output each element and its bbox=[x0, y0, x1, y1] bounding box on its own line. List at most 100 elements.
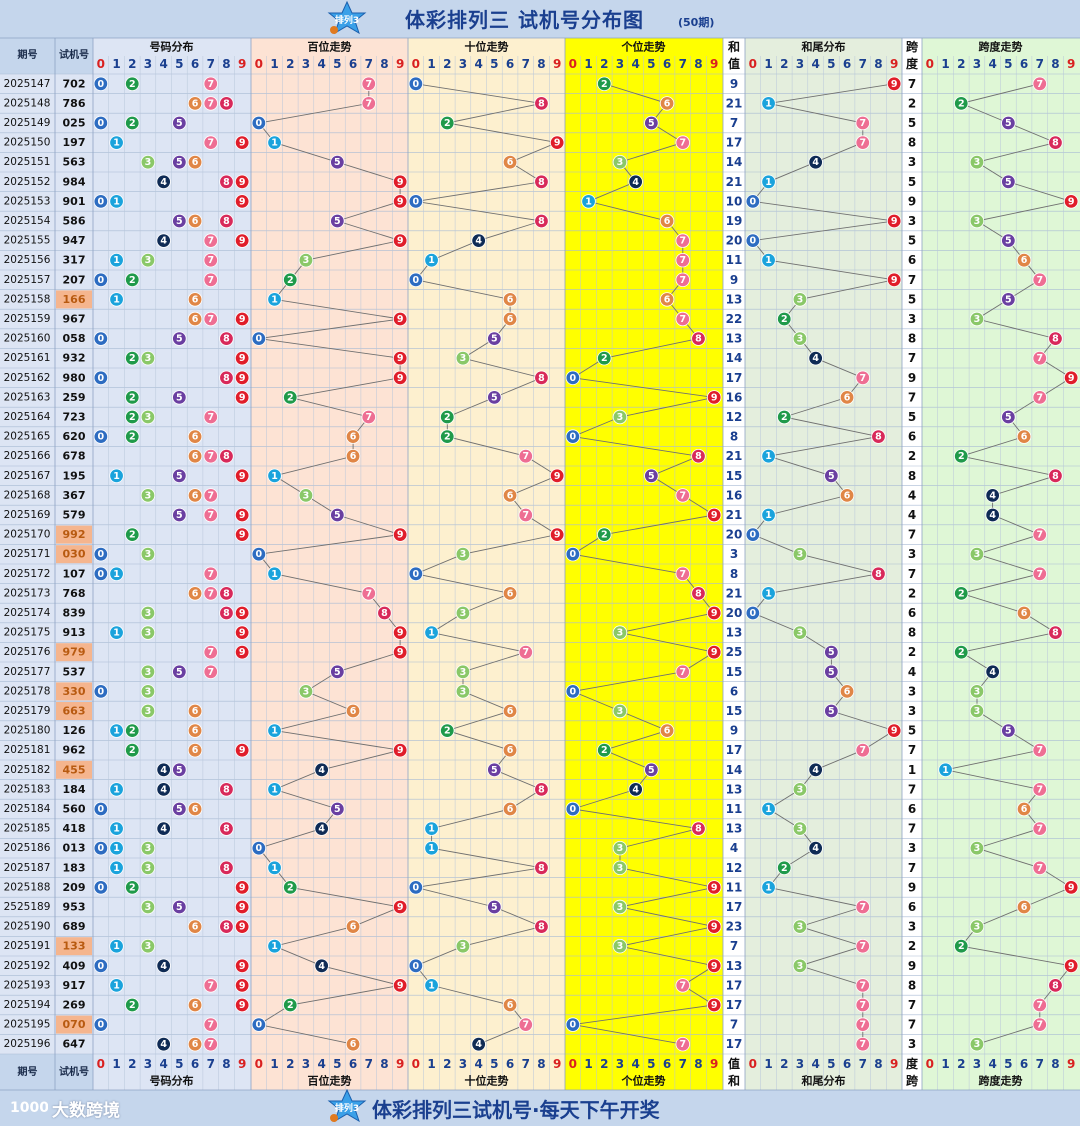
sumtail-ball bbox=[745, 605, 761, 621]
sumtail-ball bbox=[777, 860, 792, 876]
tens-ball-label: 6 bbox=[507, 490, 514, 501]
tens-ball bbox=[502, 586, 518, 601]
period-cell: 2025184 bbox=[4, 803, 51, 815]
period-cell: 2025185 bbox=[4, 823, 51, 835]
period-cell: 2025151 bbox=[4, 156, 51, 168]
span-ball-label: 2 bbox=[958, 941, 965, 952]
span-cell: 3 bbox=[908, 312, 916, 326]
tens-ball-label: 2 bbox=[444, 432, 451, 443]
span-ball bbox=[1063, 958, 1079, 974]
tens-ball-label: 0 bbox=[413, 196, 420, 207]
tens-ball bbox=[502, 292, 518, 307]
period-cell: 2025162 bbox=[4, 372, 51, 384]
hundreds-ball-label: 9 bbox=[397, 980, 404, 991]
dist-ball-label: 3 bbox=[145, 667, 152, 678]
tens-ball-label: 8 bbox=[538, 784, 545, 795]
units-ball-label: 9 bbox=[711, 392, 718, 403]
tens-ball-label: 9 bbox=[554, 138, 561, 149]
hundreds-ball bbox=[267, 723, 282, 738]
dist-ball-label: 7 bbox=[207, 236, 214, 247]
hundreds-ball bbox=[283, 880, 298, 895]
units-ball-label: 9 bbox=[711, 1000, 718, 1011]
dist-ball-label: 4 bbox=[160, 236, 167, 247]
dist-ball-label: 3 bbox=[145, 549, 152, 560]
span-cell: 1 bbox=[908, 763, 916, 777]
span-cell: 6 bbox=[908, 253, 916, 267]
span-cell: 5 bbox=[908, 410, 916, 424]
header-digit-footer: 4 bbox=[474, 1057, 482, 1071]
units-ball bbox=[612, 409, 628, 425]
header-digit: 5 bbox=[175, 57, 183, 71]
hundreds-ball bbox=[361, 76, 376, 92]
number-cell: 166 bbox=[63, 293, 86, 306]
header-digit: 4 bbox=[474, 57, 482, 71]
units-ball bbox=[675, 272, 690, 288]
period-cell: 2025166 bbox=[4, 450, 51, 462]
span-ball bbox=[969, 311, 985, 327]
span-ball-label: 3 bbox=[974, 706, 981, 717]
span-ball-label: 7 bbox=[1036, 1020, 1043, 1031]
sumtail-ball-label: 5 bbox=[828, 706, 835, 717]
header-digit: 6 bbox=[506, 57, 514, 71]
dist-ball-label: 8 bbox=[223, 334, 230, 345]
tens-ball bbox=[534, 919, 549, 934]
span-ball-label: 2 bbox=[958, 98, 965, 109]
dist-ball-label: 5 bbox=[176, 157, 183, 168]
tens-ball bbox=[534, 174, 549, 190]
units-ball bbox=[612, 625, 628, 640]
sumtail-ball bbox=[745, 527, 761, 542]
dist-ball bbox=[234, 370, 250, 386]
span-ball bbox=[1032, 997, 1047, 1013]
dist-ball-label: 1 bbox=[113, 294, 120, 305]
hundreds-ball-label: 9 bbox=[397, 530, 404, 541]
hundreds-ball-label: 9 bbox=[397, 902, 404, 913]
header-period: 期号 bbox=[18, 48, 38, 61]
span-ball bbox=[1063, 880, 1079, 895]
dist-ball bbox=[109, 860, 124, 876]
dist-ball bbox=[156, 1036, 171, 1052]
header-digit-footer: 5 bbox=[175, 1057, 183, 1071]
dist-ball-label: 6 bbox=[192, 314, 199, 325]
dist-ball-label: 0 bbox=[98, 334, 105, 345]
sumtail-ball bbox=[824, 645, 839, 660]
header-digit-footer: 7 bbox=[859, 1057, 867, 1071]
sumtail-ball-label: 6 bbox=[844, 686, 851, 697]
period-cell: 2025157 bbox=[4, 274, 51, 286]
dist-ball bbox=[93, 841, 109, 856]
dist-ball bbox=[203, 76, 218, 92]
dist-ball-label: 7 bbox=[207, 980, 214, 991]
header-digit: 8 bbox=[537, 57, 545, 71]
sumtail-ball-label: 1 bbox=[765, 882, 772, 893]
header-digit: 5 bbox=[490, 57, 498, 71]
dist-ball bbox=[109, 723, 124, 738]
header-digit-footer: 9 bbox=[553, 1057, 561, 1071]
units-ball bbox=[565, 801, 581, 817]
period-cell: 2025155 bbox=[4, 235, 51, 247]
dist-ball-label: 7 bbox=[207, 490, 214, 501]
span-ball-label: 8 bbox=[1052, 471, 1059, 482]
span-ball-label: 5 bbox=[1005, 294, 1012, 305]
hundreds-ball-label: 3 bbox=[303, 490, 310, 501]
sumtail-ball bbox=[855, 370, 870, 386]
hundreds-ball-label: 0 bbox=[256, 334, 263, 345]
span-ball bbox=[1032, 390, 1047, 405]
dist-ball bbox=[187, 154, 203, 170]
sum-cell: 8 bbox=[730, 567, 738, 581]
dist-ball bbox=[109, 939, 124, 954]
span-ball-label: 5 bbox=[1005, 236, 1012, 247]
sumtail-ball-label: 6 bbox=[844, 490, 851, 501]
tens-ball bbox=[424, 841, 439, 856]
dist-ball bbox=[156, 821, 171, 836]
span-ball-label: 8 bbox=[1052, 138, 1059, 149]
span-ball bbox=[969, 703, 985, 719]
dist-ball bbox=[140, 939, 156, 954]
hundreds-ball bbox=[361, 586, 376, 601]
span-cell: 2 bbox=[908, 939, 916, 953]
span-cell: 9 bbox=[908, 880, 916, 894]
header-digit-footer: 6 bbox=[191, 1057, 199, 1071]
sumtail-ball bbox=[792, 782, 808, 797]
tens-ball-label: 9 bbox=[554, 471, 561, 482]
dist-ball bbox=[187, 723, 203, 738]
page-subtitle: (50期) bbox=[678, 16, 715, 29]
hundreds-ball bbox=[314, 958, 329, 974]
